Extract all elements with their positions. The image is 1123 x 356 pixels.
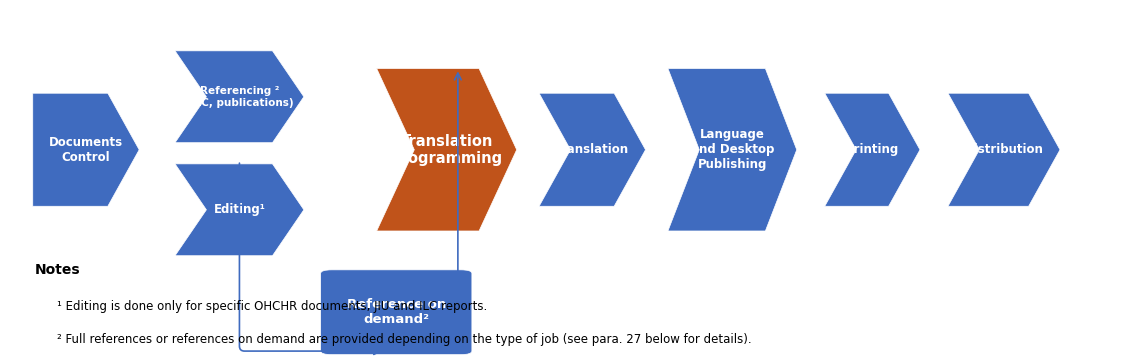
Polygon shape bbox=[824, 93, 920, 206]
FancyBboxPatch shape bbox=[321, 270, 472, 355]
Polygon shape bbox=[948, 93, 1060, 206]
Text: Translation
Programming: Translation Programming bbox=[391, 134, 503, 166]
Text: Language
and Desktop
Publishing: Language and Desktop Publishing bbox=[691, 128, 774, 171]
Text: Distribution: Distribution bbox=[965, 143, 1043, 156]
Polygon shape bbox=[33, 93, 139, 206]
Text: Printing: Printing bbox=[846, 143, 900, 156]
Text: Translation: Translation bbox=[555, 143, 629, 156]
Polygon shape bbox=[668, 68, 796, 231]
Text: ² Full references or references on demand are provided depending on the type of : ² Full references or references on deman… bbox=[57, 334, 752, 346]
Text: Reference on
demand²: Reference on demand² bbox=[347, 298, 446, 326]
Polygon shape bbox=[175, 164, 304, 256]
Text: Referencing ²
(ILC, publications): Referencing ² (ILC, publications) bbox=[185, 86, 293, 108]
Text: Editing¹: Editing¹ bbox=[213, 203, 265, 216]
Text: ¹ Editing is done only for specific OHCHR documents, JIU and ILC reports.: ¹ Editing is done only for specific OHCH… bbox=[57, 300, 487, 313]
Polygon shape bbox=[539, 93, 646, 206]
Polygon shape bbox=[376, 68, 517, 231]
Text: Documents
Control: Documents Control bbox=[49, 136, 124, 164]
Text: Notes: Notes bbox=[35, 263, 81, 277]
Polygon shape bbox=[175, 51, 304, 143]
